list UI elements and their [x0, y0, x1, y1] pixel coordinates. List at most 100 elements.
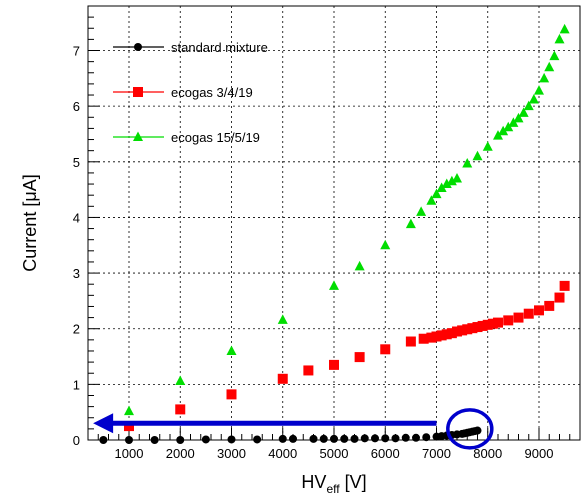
data-point — [498, 125, 509, 136]
x-tick-label: 2000 — [166, 446, 195, 461]
data-point — [226, 389, 237, 400]
data-point — [503, 315, 514, 326]
data-point — [277, 373, 288, 384]
data-point — [482, 141, 493, 151]
x-axis-title: HVeff [V] — [301, 472, 366, 495]
y-tick-label: 6 — [73, 99, 80, 114]
y-tick-label: 5 — [73, 155, 80, 170]
data-point — [175, 404, 186, 415]
data-point — [482, 319, 493, 330]
data-point — [436, 182, 447, 192]
data-point — [401, 433, 410, 442]
series-2 — [124, 23, 570, 416]
data-point — [523, 308, 534, 319]
data-point — [175, 375, 186, 386]
series-layer — [99, 23, 570, 444]
data-point — [354, 260, 365, 271]
data-point — [559, 23, 570, 34]
data-point — [381, 434, 390, 443]
data-point — [380, 344, 391, 355]
legend-label: ecogas 15/5/19 — [171, 130, 260, 145]
data-point — [125, 436, 133, 444]
data-point — [554, 33, 565, 44]
data-point — [354, 352, 365, 363]
legend-marker — [134, 43, 142, 51]
data-point — [554, 292, 565, 303]
data-point — [544, 61, 555, 72]
data-point — [422, 433, 431, 442]
y-tick-label: 0 — [73, 433, 80, 448]
data-point — [503, 121, 514, 132]
x-tick-label: 1000 — [115, 446, 144, 461]
y-axis-ticks: 0 1 2 3 4 5 6 7 — [73, 16, 100, 448]
data-point — [309, 434, 318, 443]
x-tick-label: 9000 — [525, 446, 554, 461]
data-point — [303, 365, 314, 376]
data-point — [436, 330, 447, 341]
data-point — [253, 435, 262, 444]
data-point — [289, 434, 297, 443]
data-point — [124, 405, 134, 416]
series-1 — [124, 280, 570, 432]
data-point — [452, 172, 462, 183]
x-tick-label: 7000 — [422, 446, 451, 461]
data-point — [201, 435, 210, 444]
data-point — [426, 195, 437, 205]
data-point — [380, 239, 391, 250]
data-point — [473, 426, 482, 435]
annotation-arrow-head — [93, 413, 114, 434]
data-point — [462, 157, 473, 168]
y-tick-label: 3 — [73, 266, 80, 281]
data-point — [277, 314, 288, 324]
data-point — [549, 50, 560, 61]
annotation-layer — [93, 408, 494, 450]
data-point — [391, 434, 400, 443]
x-axis-title-main: HV — [301, 472, 326, 492]
data-point — [319, 434, 328, 443]
data-point — [544, 300, 555, 311]
data-point — [329, 359, 339, 370]
data-point — [457, 325, 468, 336]
legend-label: ecogas 3/4/19 — [171, 85, 253, 100]
x-tick-label: 8000 — [473, 446, 502, 461]
data-point — [446, 328, 457, 339]
annotation-circle — [446, 408, 494, 450]
data-point — [472, 322, 483, 333]
x-tick-label: 3000 — [217, 446, 246, 461]
data-point — [405, 336, 416, 347]
x-tick-label: 4000 — [268, 446, 297, 461]
data-point — [360, 434, 369, 443]
data-point — [441, 178, 452, 189]
data-point — [412, 433, 420, 442]
legend: standard mixture ecogas 3/4/19 ecogas 15/5… — [113, 40, 268, 145]
data-point — [539, 72, 550, 83]
series-0 — [99, 426, 482, 444]
data-point — [508, 117, 519, 127]
data-point — [371, 434, 379, 443]
data-point — [446, 175, 457, 186]
data-point — [99, 436, 108, 444]
y-tick-label: 1 — [73, 377, 80, 392]
data-point — [477, 320, 488, 331]
data-point — [329, 280, 339, 290]
data-point — [431, 331, 442, 342]
legend-marker — [133, 131, 143, 141]
data-point — [534, 85, 544, 95]
x-axis-title-unit: [V] — [340, 472, 367, 492]
legend-marker — [133, 87, 143, 97]
y-tick-label: 4 — [73, 210, 80, 225]
y-axis-title: Current [μA] — [20, 174, 40, 271]
grid — [88, 6, 580, 440]
data-point — [330, 434, 338, 443]
data-point — [418, 333, 429, 344]
data-point — [513, 312, 524, 323]
data-point — [278, 434, 287, 443]
data-point — [487, 318, 498, 329]
data-point — [124, 421, 134, 432]
data-point — [493, 130, 503, 140]
data-point — [462, 324, 473, 335]
legend-label: standard mixture — [171, 40, 268, 55]
data-point — [340, 434, 349, 443]
data-point — [467, 323, 478, 334]
